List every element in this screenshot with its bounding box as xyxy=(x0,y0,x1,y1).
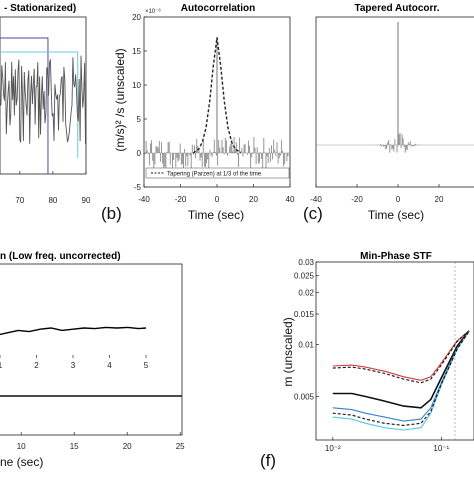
stf-series-line xyxy=(332,331,470,422)
panel-a: - Stationarized) 70 80 90 xyxy=(0,3,91,205)
x-tick-label: 40 xyxy=(286,195,295,204)
panel-c: Tapered Autocorr. -40 -20 0 20 Time (sec) (… xyxy=(303,3,474,223)
panel-f-frame xyxy=(315,261,474,441)
panel-c-frame xyxy=(315,16,474,188)
panel-c-tapered-series xyxy=(373,22,423,153)
panel-e-title: n (Low freq. uncorrected) xyxy=(0,251,121,262)
panel-a-x-ticks: 70 80 90 xyxy=(15,171,91,205)
panel-e-inset-ticks: 1 2 3 4 5 xyxy=(0,355,149,370)
y-tick-label: 15 xyxy=(132,47,141,56)
stf-series-line xyxy=(332,331,470,426)
x-tick-label: -20 xyxy=(175,195,187,204)
panel-e-x-ticks: 10 15 20 25 xyxy=(17,432,185,451)
inset-tick-label: 1 xyxy=(0,361,3,370)
x-tick-label: 20 xyxy=(123,442,132,451)
stf-series-line xyxy=(332,330,470,381)
panel-b-taper-line xyxy=(192,37,242,154)
y-tick-label: 0.03 xyxy=(298,258,314,267)
stf-series-line xyxy=(332,330,470,384)
panel-c-label: (c) xyxy=(303,204,323,223)
inset-tick-label: 4 xyxy=(107,361,112,370)
panel-b-x-label: Time (sec) xyxy=(188,208,244,222)
panel-b-legend: Tapering (Parzen) at 1/3 of the time xyxy=(145,167,290,179)
panel-f-series-group xyxy=(332,330,470,431)
x-tick-label: 80 xyxy=(48,196,57,205)
x-tick-label: 25 xyxy=(176,442,185,451)
y-tick-label: 10 xyxy=(132,81,141,90)
panel-b-exponent: ×10⁻⁶ xyxy=(145,8,161,15)
panel-f-y-label: m (unscaled) xyxy=(281,317,295,386)
x-tick-label: 20 xyxy=(249,195,258,204)
x-tick-label: 10⁻² xyxy=(325,444,341,453)
panel-a-frame xyxy=(0,16,87,175)
y-tick-label: 0.025 xyxy=(294,272,315,281)
panel-b-y-ticks: -5 0 5 10 15 20 xyxy=(132,13,147,192)
y-tick-label: 0.015 xyxy=(294,310,315,319)
y-tick-label: 5 xyxy=(137,115,142,124)
panel-c-x-label: Time (sec) xyxy=(368,208,424,222)
inset-tick-label: 2 xyxy=(34,361,39,370)
x-tick-label: 15 xyxy=(70,442,79,451)
legend-box xyxy=(145,167,290,179)
panel-b-y-label: (m/s)² /s (unscaled) xyxy=(113,48,127,151)
panel-f-y-ticks: 0.03 0.025 0.02 0.015 0.01 0.005 xyxy=(294,258,319,401)
panel-b-x-ticks: -40 -20 0 20 40 xyxy=(138,184,295,204)
x-tick-label: 70 xyxy=(15,196,24,205)
blue-window-marker xyxy=(0,37,49,174)
panel-c-x-ticks: -40 -20 0 20 xyxy=(310,184,444,204)
panel-f-title: Min-Phase STF xyxy=(360,251,432,262)
x-tick-label: 0 xyxy=(215,195,220,204)
panel-f: Min-Phase STF 0.03 0.025 0.02 0.015 0.01 0.00… xyxy=(260,251,474,470)
panel-b: Autocorrelation ×10⁻⁶ -5 0 5 10 15 20 -40 -20 0… xyxy=(101,3,295,223)
y-tick-label: 0.01 xyxy=(298,340,314,349)
inset-tick-label: 5 xyxy=(144,361,149,370)
x-tick-label: -20 xyxy=(351,195,363,204)
inset-tick-label: 3 xyxy=(71,361,76,370)
panel-e: n (Low freq. uncorrected) 1 2 3 4 5 10 15 20 25… xyxy=(0,251,185,469)
panel-f-label: (f) xyxy=(260,451,276,470)
y-tick-label: 0.02 xyxy=(298,288,314,297)
panel-f-x-ticks: 10⁻² 10⁻¹ xyxy=(325,437,450,453)
panel-b-label: (b) xyxy=(101,204,122,223)
x-tick-label: 10 xyxy=(17,442,26,451)
x-tick-label: 10⁻¹ xyxy=(433,444,449,453)
panel-e-frame xyxy=(0,263,183,436)
x-tick-label: 20 xyxy=(435,195,444,204)
panel-c-title: Tapered Autocorr. xyxy=(354,3,439,14)
panel-b-autocorrelation-series xyxy=(144,37,290,170)
x-tick-label: 90 xyxy=(82,196,91,205)
y-tick-label: -5 xyxy=(134,183,142,192)
x-tick-label: -40 xyxy=(138,195,150,204)
stf-series-line xyxy=(332,330,470,409)
x-tick-label: 0 xyxy=(396,195,401,204)
legend-label: Tapering (Parzen) at 1/3 of the time xyxy=(167,172,262,178)
y-tick-label: 0.005 xyxy=(294,392,315,401)
panel-a-signal-line xyxy=(0,55,86,145)
panel-a-title: - Stationarized) xyxy=(4,3,76,14)
y-tick-label: 20 xyxy=(132,13,141,22)
y-tick-label: 0 xyxy=(137,149,142,158)
panel-b-title: Autocorrelation xyxy=(181,3,255,14)
panel-e-inset-curve xyxy=(0,326,147,336)
panel-a-markers xyxy=(0,37,79,174)
x-tick-label: -40 xyxy=(310,195,322,204)
cyan-window-marker xyxy=(0,51,79,158)
panel-e-x-label: ne (sec) xyxy=(0,455,43,469)
